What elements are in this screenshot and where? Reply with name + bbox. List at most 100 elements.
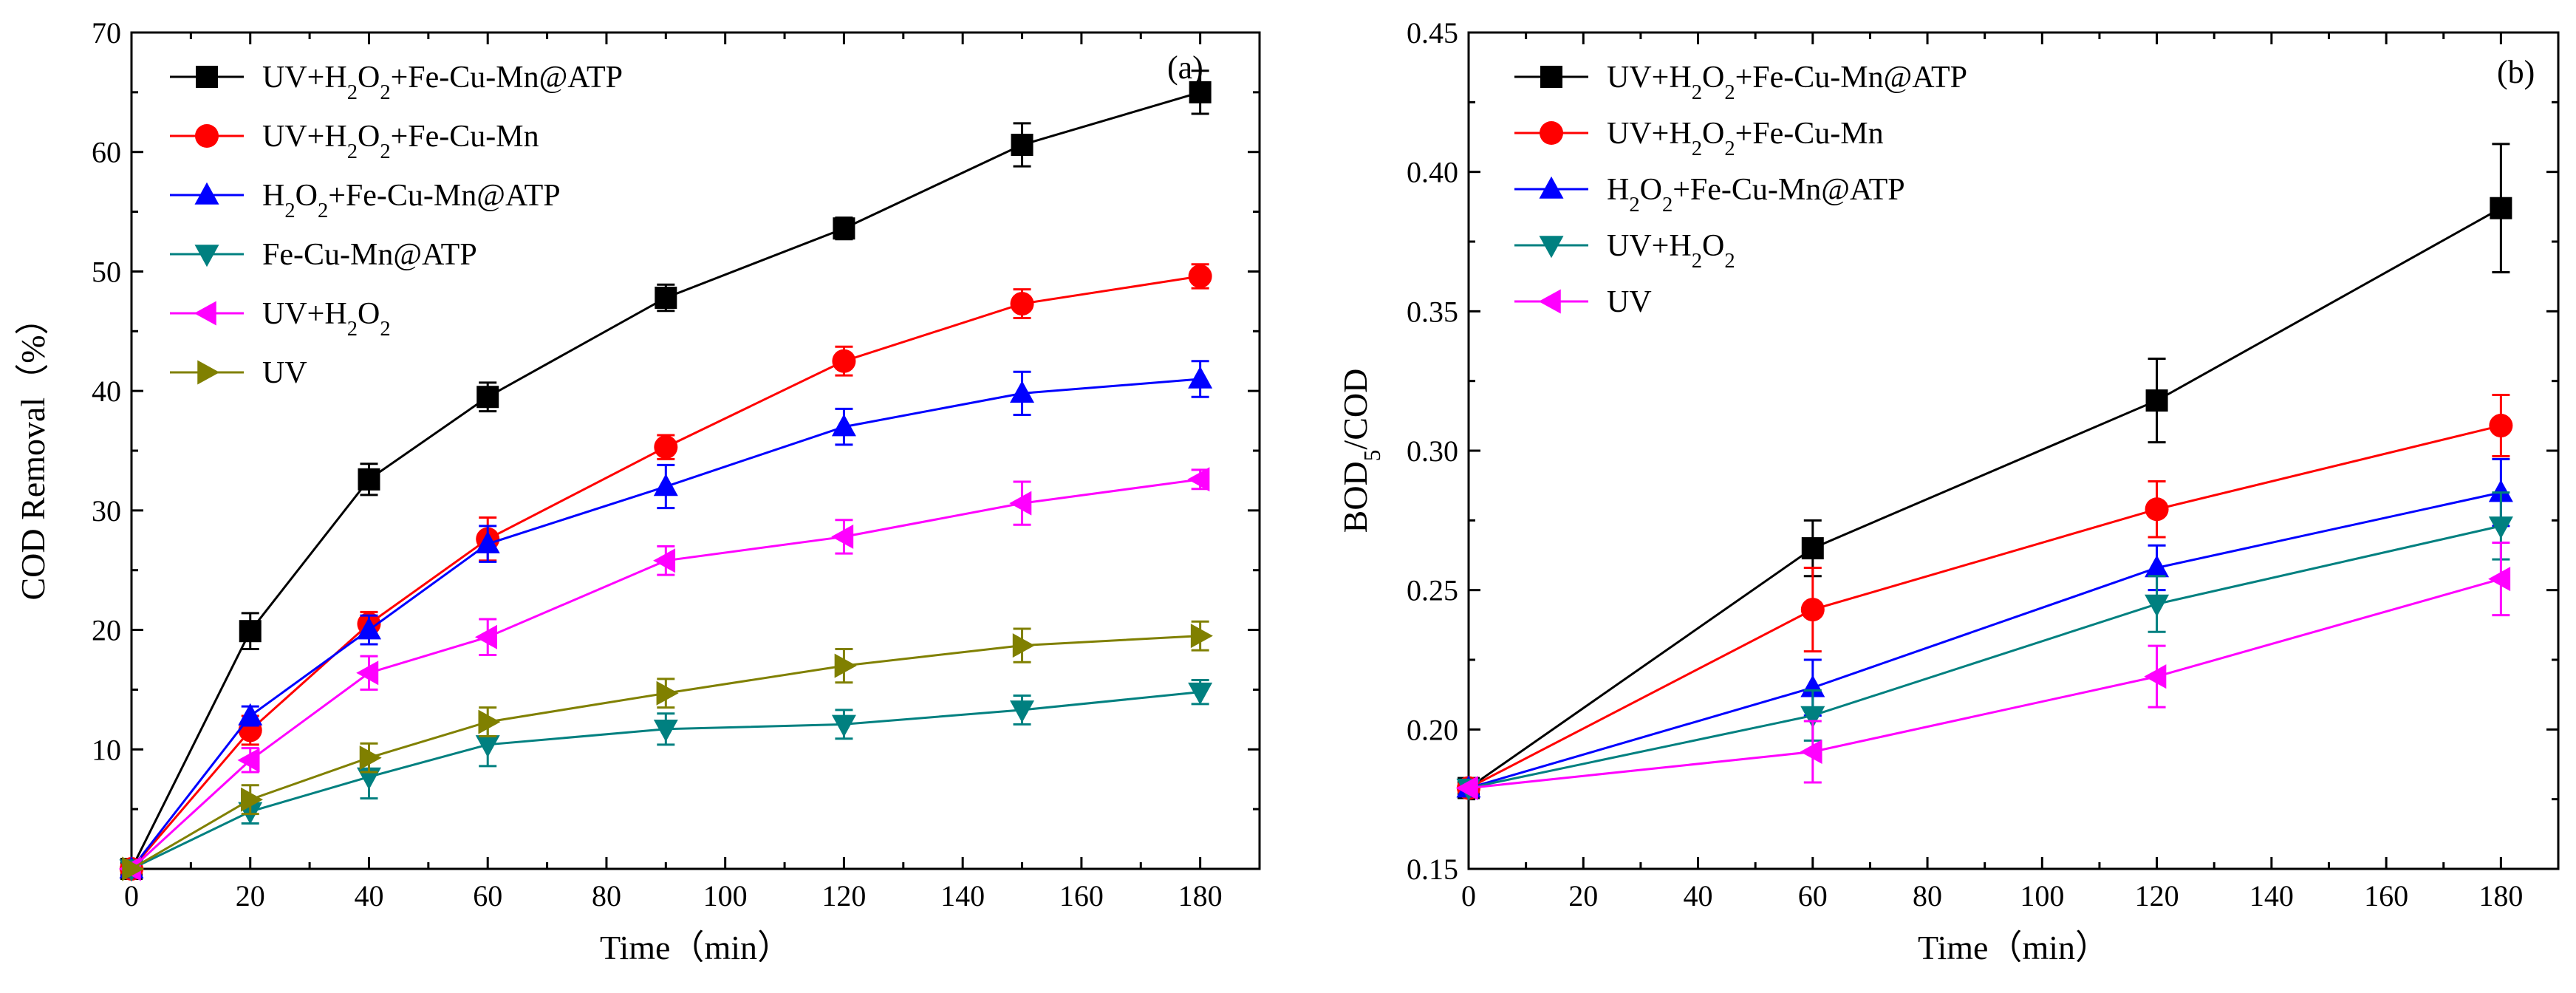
data-point — [1190, 624, 1213, 649]
data-point — [475, 735, 500, 758]
data-point — [1188, 366, 1213, 389]
series-line-a-4 — [130, 478, 1200, 870]
y-tick-label-a: 60 — [92, 136, 121, 169]
data-point — [655, 287, 677, 310]
series-line-a-3 — [131, 691, 1200, 870]
y-tick-label-b: 0.15 — [1407, 853, 1458, 886]
x-tick-label-b: 40 — [1684, 879, 1713, 912]
data-point — [2145, 497, 2169, 522]
data-point — [122, 856, 145, 881]
data-point — [834, 653, 857, 678]
data-point — [1800, 598, 1825, 622]
data-point — [654, 435, 678, 460]
series-a-4 — [118, 467, 1210, 881]
x-tick-label-b: 120 — [2135, 879, 2179, 912]
legend-label-a-1: UV+H2O2+Fe-Cu-Mn — [262, 120, 539, 163]
data-point — [653, 548, 676, 573]
data-point — [2488, 480, 2513, 502]
data-point — [2490, 197, 2512, 219]
y-tick-label-a: 40 — [92, 375, 121, 408]
series-line-b-0 — [1468, 207, 2502, 789]
y-tick-label-b: 0.35 — [1407, 295, 1458, 328]
data-point — [831, 524, 854, 549]
chart-panel-b: 0 20 40 60 80 100 120 140 160 180 0.15 0.20 0.25 0.30… — [1336, 16, 2560, 966]
y-axis-title-b: BOD5/COD — [1336, 369, 1385, 533]
data-point — [358, 468, 380, 491]
series-line-a-5 — [131, 635, 1200, 870]
x-axis-title-a: Time（min） — [600, 929, 791, 966]
data-point — [1800, 706, 1825, 728]
series-b-1 — [1457, 394, 2513, 800]
data-point — [833, 217, 855, 240]
data-point — [475, 530, 500, 553]
series-b-3 — [1456, 491, 2513, 801]
x-tick-label-b: 60 — [1798, 879, 1828, 912]
y-tick-label-b: 0.45 — [1407, 16, 1458, 50]
data-point — [2488, 567, 2511, 592]
data-point — [478, 709, 501, 734]
data-point — [356, 617, 381, 640]
data-point — [1188, 264, 1212, 288]
legend-label-a-0: UV+H2O2+Fe-Cu-Mn@ATP — [262, 61, 623, 104]
panel-label-a: (a) — [1167, 50, 1203, 86]
legend-label-b-4: UV — [1607, 285, 1652, 319]
legend-marker-b-1 — [1540, 121, 1563, 145]
x-tick-label-b: 180 — [2478, 879, 2523, 912]
plot-frame-a — [130, 31, 1261, 870]
data-point — [1455, 776, 1478, 801]
data-point — [238, 703, 263, 726]
data-point — [1012, 633, 1035, 658]
x-tick-label-a: 20 — [236, 879, 265, 912]
x-tick-label-a: 160 — [1059, 879, 1104, 912]
data-point — [831, 414, 856, 437]
data-point — [1189, 81, 1212, 103]
series-line-b-3 — [1468, 525, 2501, 790]
legend-marker-a-5 — [197, 360, 220, 385]
legend-label-b-0: UV+H2O2+Fe-Cu-Mn@ATP — [1607, 61, 1967, 104]
data-point — [1010, 700, 1035, 723]
x-tick-label-a: 120 — [821, 879, 866, 912]
x-tick-label-a: 100 — [703, 879, 748, 912]
data-point — [2489, 414, 2513, 438]
y-tick-label-a: 30 — [92, 494, 121, 528]
y-tick-label-a: 10 — [92, 733, 121, 766]
series-b-2 — [1456, 457, 2513, 798]
x-tick-label-b: 160 — [2364, 879, 2408, 912]
data-point — [2488, 516, 2513, 539]
legend-marker-b-2 — [1539, 176, 1564, 199]
y-tick-label-b: 0.20 — [1407, 713, 1458, 746]
legend-marker-b-4 — [1538, 289, 1561, 314]
series-line-b-2 — [1468, 491, 2501, 790]
legend-label-a-5: UV — [262, 356, 307, 390]
data-point — [1800, 740, 1822, 765]
chart-panel-a: 0 20 40 60 80 100 120 140 160 180 10 20 30 40 50 60 70 Ti… — [14, 16, 1261, 966]
series-line-b-4 — [1468, 578, 2501, 790]
data-point — [2144, 664, 2167, 689]
legend-marker-b-3 — [1539, 236, 1564, 259]
data-point — [1010, 381, 1035, 403]
x-tick-label-b: 20 — [1568, 879, 1598, 912]
data-point — [656, 680, 679, 706]
series-a-0 — [120, 69, 1212, 880]
series-line-a-0 — [130, 91, 1201, 870]
legend-label-a-2: H2O2+Fe-Cu-Mn@ATP — [262, 179, 561, 222]
y-tick-label-a: 70 — [92, 16, 121, 50]
data-point — [1011, 134, 1034, 157]
data-point — [356, 661, 379, 686]
legend-label-b-1: UV+H2O2+Fe-Cu-Mn — [1607, 117, 1884, 160]
legend-marker-a-0 — [196, 66, 218, 88]
data-point — [237, 748, 260, 773]
x-tick-label-a: 180 — [1178, 879, 1223, 912]
data-point — [2145, 555, 2170, 578]
x-tick-label-b: 100 — [2020, 879, 2064, 912]
data-point — [2145, 594, 2170, 617]
series-a-3 — [119, 678, 1213, 882]
data-point — [2145, 389, 2168, 412]
legend-marker-a-3 — [194, 245, 219, 267]
legend-marker-a-1 — [195, 124, 219, 148]
data-point — [653, 474, 678, 496]
data-point — [831, 714, 856, 737]
x-tick-label-a: 60 — [473, 879, 502, 912]
x-axis-title-b: Time（min） — [1918, 929, 2109, 966]
legend-marker-a-2 — [194, 182, 219, 205]
